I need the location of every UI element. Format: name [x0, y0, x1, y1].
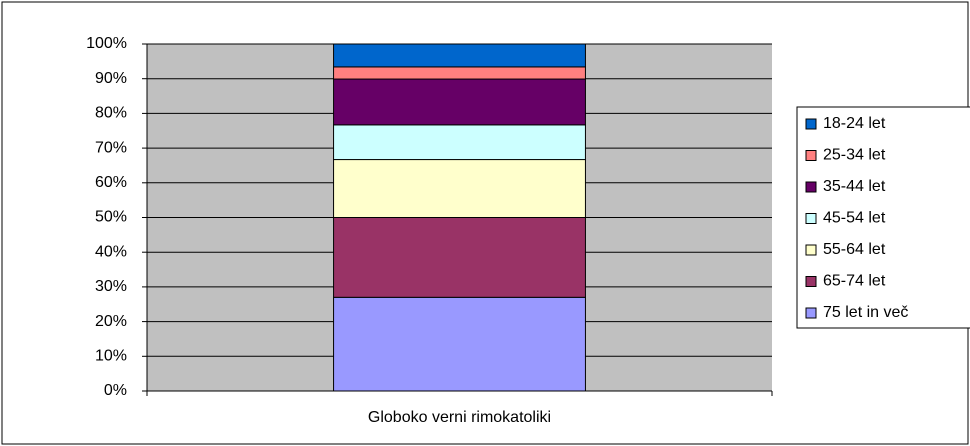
bar-segment — [333, 78, 586, 126]
bar-segment — [333, 159, 586, 218]
legend-swatch — [805, 118, 817, 130]
bar-segment — [333, 296, 586, 392]
y-tick-label: 10% — [95, 348, 127, 365]
bar-segment — [333, 124, 586, 161]
x-tick-label: Globoko verni rimokatoliki — [368, 409, 551, 426]
y-tick-label: 20% — [95, 313, 127, 330]
y-tick-label: 40% — [95, 243, 127, 260]
y-tick-label: 70% — [95, 139, 127, 156]
y-tick-label: 30% — [95, 278, 127, 295]
legend-label: 75 let in več — [823, 304, 908, 321]
legend-label: 45-54 let — [823, 210, 886, 227]
bar-segment — [333, 43, 586, 68]
bar-segment — [333, 217, 586, 298]
y-tick-label: 90% — [95, 70, 127, 87]
legend-label: 55-64 let — [823, 241, 886, 258]
legend-swatch — [805, 150, 817, 161]
legend-swatch — [805, 213, 817, 224]
bar-segment — [333, 66, 586, 80]
y-tick-label: 80% — [95, 105, 127, 122]
legend-label: 35-44 let — [823, 178, 886, 195]
y-tick-label: 60% — [95, 174, 127, 191]
legend-swatch — [805, 307, 817, 319]
y-tick-label: 50% — [95, 209, 127, 226]
legend-swatch — [805, 244, 817, 256]
legend-label: 18-24 let — [823, 115, 886, 132]
legend-swatch — [805, 181, 817, 193]
y-tick-label: 100% — [86, 35, 127, 52]
y-tick-label: 0% — [104, 382, 127, 399]
legend-label: 65-74 let — [823, 273, 886, 290]
legend-box — [796, 106, 970, 329]
legend-label: 25-34 let — [823, 147, 886, 164]
legend-swatch — [805, 276, 817, 287]
